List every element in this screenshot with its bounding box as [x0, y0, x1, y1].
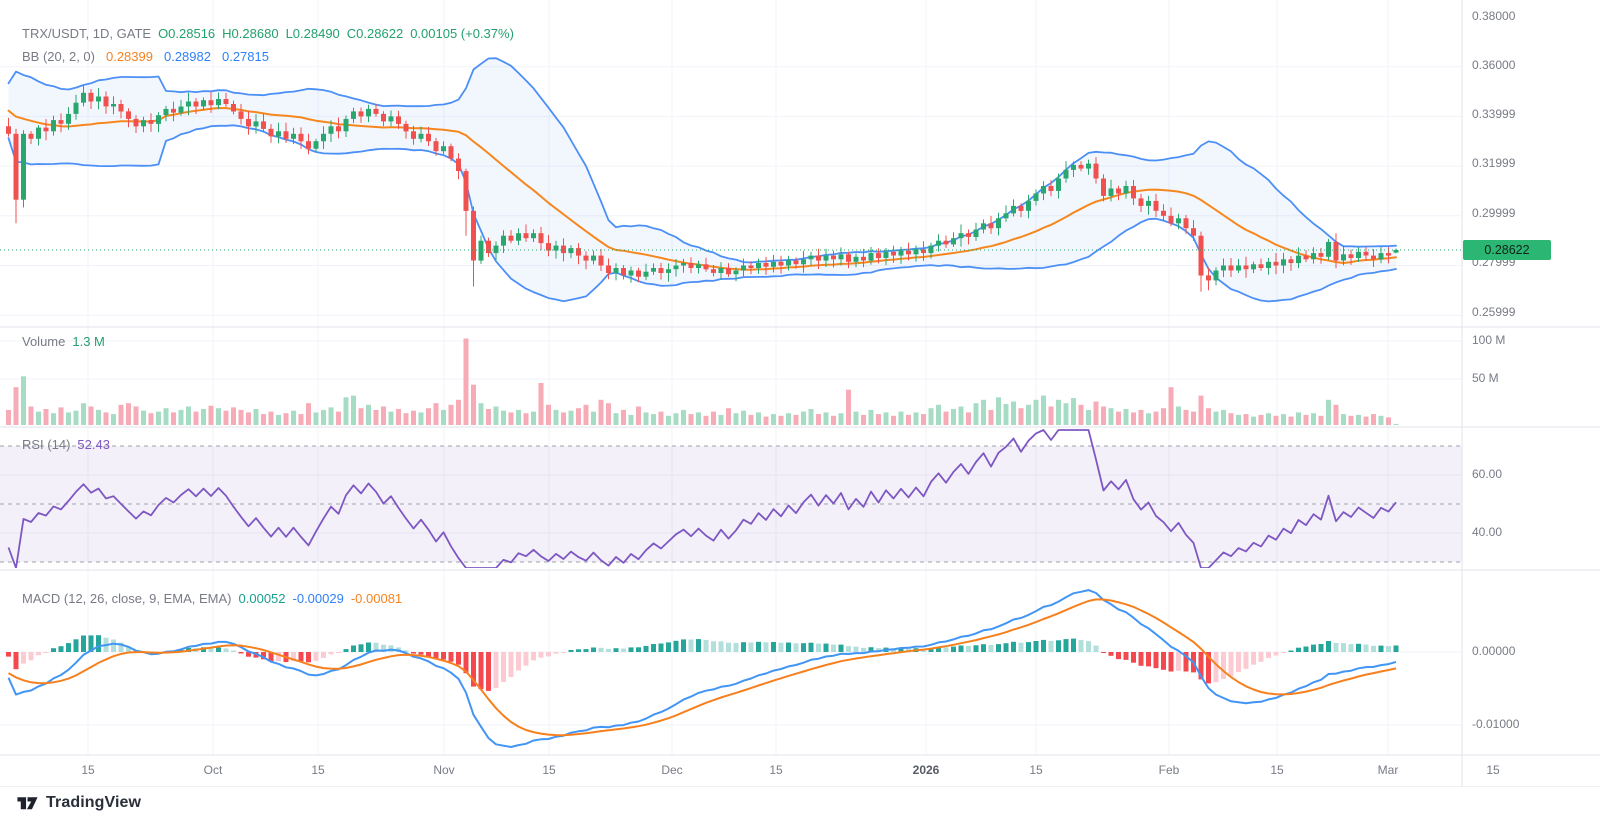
- axis-label: 0.36000: [1472, 58, 1516, 72]
- axis-label: 0.31999: [1472, 156, 1516, 170]
- axis-label: Feb: [1159, 763, 1180, 777]
- axis-label: 0.00000: [1472, 644, 1516, 658]
- time-axis[interactable]: [0, 755, 1600, 787]
- price-axis[interactable]: [1462, 0, 1600, 755]
- rsi-line: [7, 429, 1397, 568]
- axis-label: Oct: [204, 763, 223, 777]
- axis-label: 15: [1270, 763, 1284, 777]
- bb-upper-line: [7, 57, 1397, 264]
- tradingview-logo-text: TradingView: [46, 793, 142, 811]
- tradingview-watermark: TradingView: [16, 791, 141, 814]
- macd-line: [7, 589, 1397, 748]
- axis-label: 100 M: [1472, 333, 1505, 347]
- price-gridlines: [0, 66, 1462, 726]
- bb-lower-line: [7, 124, 1397, 303]
- axis-label: 15: [311, 763, 325, 777]
- axis-label: 50 M: [1472, 371, 1499, 385]
- macd-pane: [6, 589, 1399, 748]
- tradingview-logo-icon: [16, 791, 39, 814]
- axis-label: 2026: [913, 763, 940, 777]
- bb-fill: [8, 58, 1396, 302]
- pane-dividers: [0, 0, 1600, 787]
- price-axis-labels: 0.380000.360000.339990.319990.299990.279…: [1472, 9, 1520, 731]
- last-price-badge: 0.28622: [1463, 240, 1551, 260]
- vertical-gridlines: [87, 0, 1389, 755]
- axis-label: 15: [1029, 763, 1043, 777]
- macd-signal-line: [8, 598, 1397, 737]
- axis-label: 15: [542, 763, 556, 777]
- volume-pane: [6, 338, 1399, 425]
- candles-layer: [6, 85, 1399, 292]
- axis-label: 60.00: [1472, 467, 1502, 481]
- axis-label: 0.25999: [1472, 305, 1516, 319]
- chart-canvas[interactable]: 0.38000 0.36000 0.33999 0.31999 0.29999 0.279…: [0, 0, 1600, 787]
- time-axis-labels: 15 Oct 15 Nov 15 Dec 15 2026 15 Feb 15 Mar 15: [81, 763, 1500, 777]
- main-pane: [0, 57, 1462, 303]
- axis-label: 0.29999: [1472, 206, 1516, 220]
- axis-label: 15: [769, 763, 783, 777]
- axis-label: -0.01000: [1472, 717, 1520, 731]
- axis-label: 40.00: [1472, 525, 1502, 539]
- axis-label: 15: [1486, 763, 1500, 777]
- bb-basis-line: [7, 107, 1397, 271]
- axis-label: Dec: [661, 763, 682, 777]
- rsi-pane: [0, 429, 1462, 568]
- axis-label: Nov: [433, 763, 454, 777]
- last-price-value: 0.28622: [1484, 243, 1530, 257]
- axis-label: 15: [81, 763, 95, 777]
- macd-histogram: [6, 635, 1399, 691]
- axis-label: 0.38000: [1472, 9, 1516, 23]
- axis-label: 0.33999: [1472, 107, 1516, 121]
- axis-label: Mar: [1378, 763, 1399, 777]
